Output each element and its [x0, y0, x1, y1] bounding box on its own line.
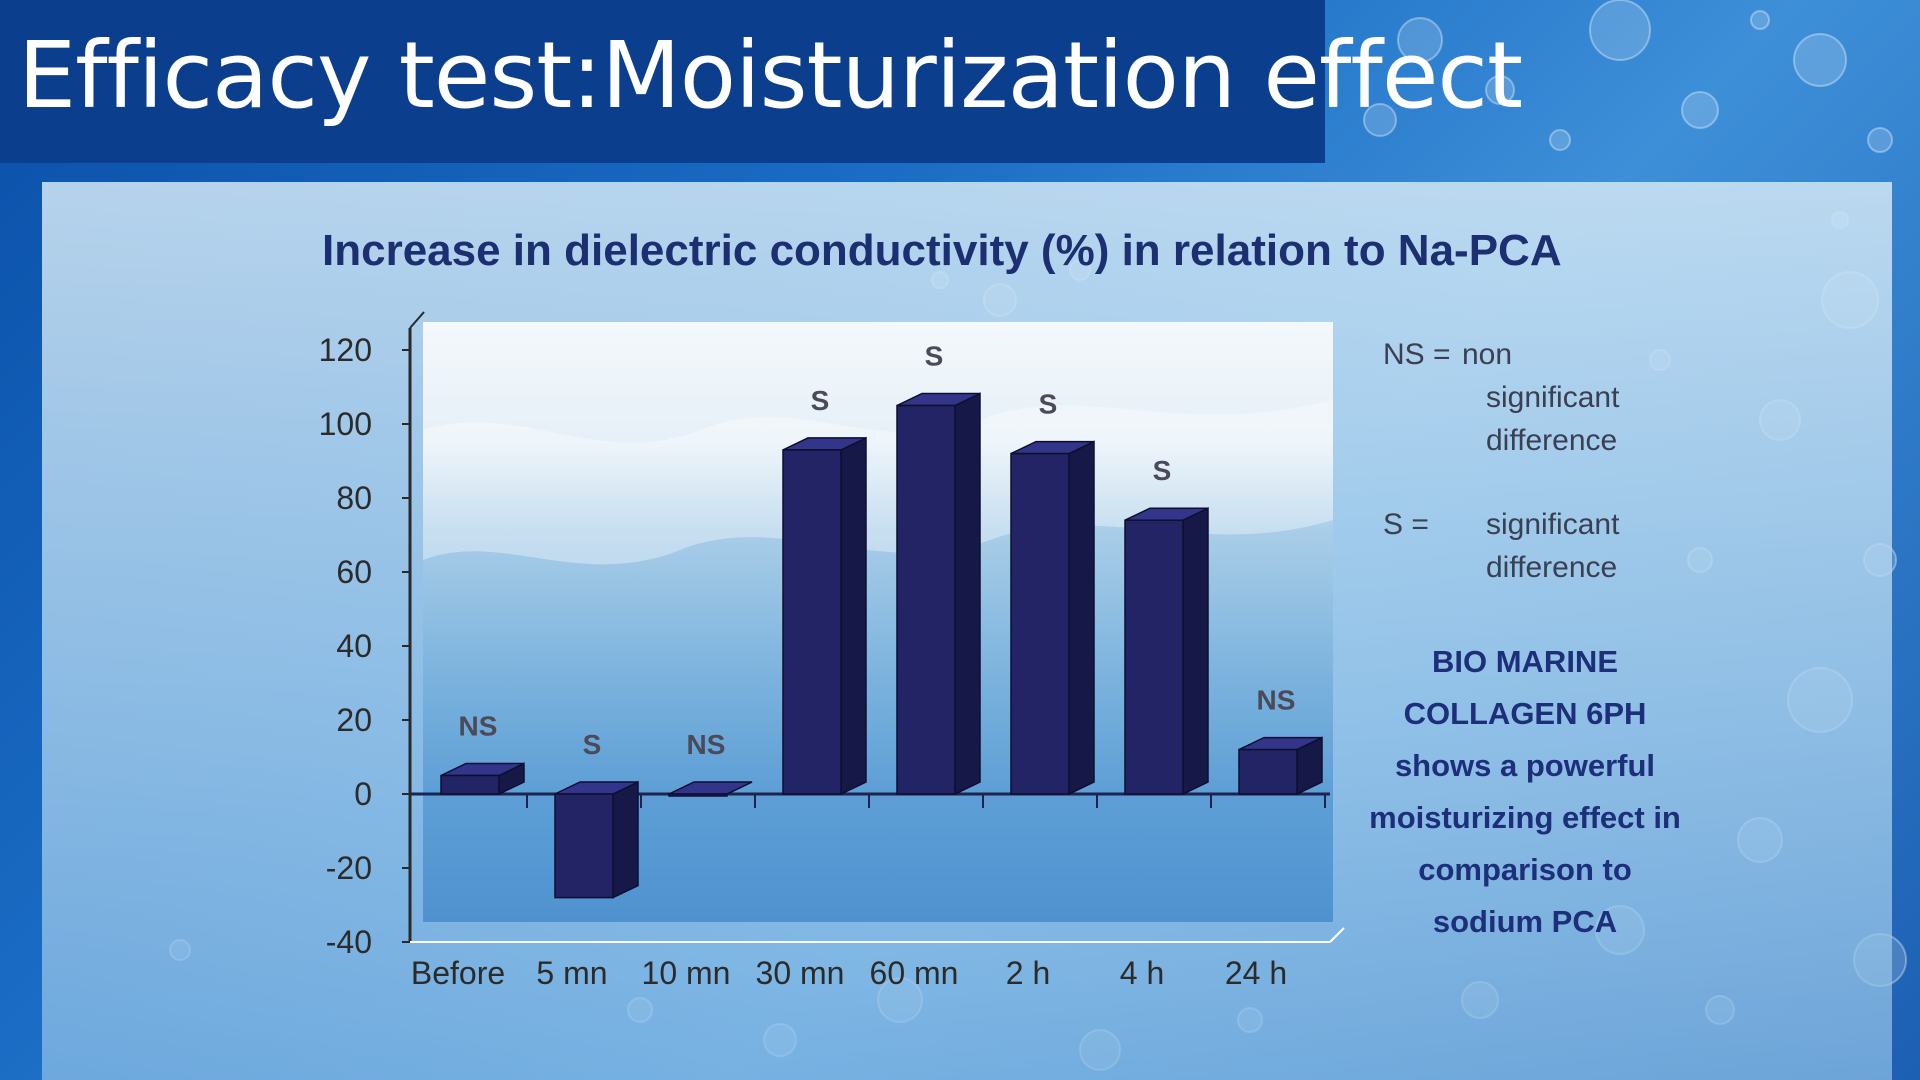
bar-front	[440, 774, 500, 795]
x-tick-label: 24 h	[1225, 955, 1287, 991]
bar-front	[1124, 519, 1184, 795]
bar	[1124, 507, 1209, 796]
bar	[782, 436, 867, 796]
callout-line: sodium PCA	[1432, 904, 1618, 939]
bars	[440, 392, 1326, 899]
y-tick-label: 100	[319, 406, 372, 442]
y-tick-label: 20	[336, 702, 372, 738]
legend-s-line1: significant	[1486, 508, 1620, 541]
bar-front	[1010, 452, 1070, 795]
x-tick-label: 2 h	[1006, 955, 1050, 991]
significance-label: S	[583, 729, 602, 760]
y-tick-label: -40	[326, 924, 372, 960]
bar	[896, 392, 981, 796]
bar-side	[1182, 507, 1209, 796]
x-tick-label: 4 h	[1120, 955, 1164, 991]
bar	[440, 762, 525, 796]
bar-front	[1238, 748, 1298, 795]
legend-ns-line2: significant	[1486, 381, 1620, 414]
bar	[668, 781, 753, 797]
plot-wave-decoration	[423, 400, 1333, 565]
bar-side	[612, 780, 639, 899]
bar-front	[554, 793, 614, 899]
bar-side	[1068, 440, 1095, 796]
bar-front	[782, 449, 842, 795]
bar	[1010, 440, 1095, 796]
bar-side	[840, 436, 867, 796]
legend-s-key: S =	[1383, 508, 1429, 541]
significance-label: S	[811, 385, 830, 416]
y-tick-label: 0	[354, 776, 372, 812]
callout-line: moisturizing effect in	[1369, 800, 1681, 835]
significance-label: S	[925, 341, 944, 372]
x-tick-label: 30 mn	[756, 955, 845, 991]
y-tick-label: 60	[336, 554, 372, 590]
significance-label: S	[1039, 389, 1058, 420]
floor-edge-depth	[1329, 927, 1345, 943]
slide-title: Efficacy test:Moisturization effect	[18, 22, 1523, 129]
legend-ns-line1: non	[1462, 338, 1513, 371]
x-tick-label: 5 mn	[536, 955, 607, 991]
x-tick-labels: Before 5 mn 10 mn 30 mn 60 mn 2 h 4 h 24 h	[411, 955, 1287, 991]
bar	[1238, 736, 1323, 796]
bar-front	[896, 404, 956, 795]
bar-side	[954, 392, 981, 796]
x-tick-label: Before	[411, 955, 505, 991]
callout-line: BIO MARINE	[1432, 644, 1618, 679]
bar	[554, 780, 639, 899]
callout-line: COLLAGEN 6PH	[1403, 696, 1647, 731]
callout-line: shows a powerful	[1394, 748, 1656, 783]
conclusion-callout: BIO MARINE COLLAGEN 6PH shows a powerful…	[1360, 636, 1690, 948]
significance-label: NS	[1257, 685, 1296, 716]
significance-label: NS	[687, 729, 726, 760]
title-bar: Efficacy test:Moisturization effect	[0, 0, 1523, 163]
y-tick-label: 120	[319, 332, 372, 368]
legend-s-line2: difference	[1486, 551, 1618, 584]
callout-line: comparison to	[1418, 852, 1632, 887]
bar-front	[668, 793, 728, 797]
y-axis-depth	[409, 311, 425, 329]
legend-ns-key: NS =	[1383, 338, 1451, 371]
significance-label: NS	[459, 711, 498, 742]
y-tick-label: 80	[336, 480, 372, 516]
y-tick-label: -20	[326, 850, 372, 886]
significance-labels: NS S NS S S S S NS	[459, 341, 1296, 761]
y-tick-labels: 120 100 80 60 40 20 0 -20 -40	[319, 332, 410, 960]
legend-ns-line3: difference	[1486, 424, 1618, 457]
chart-title: Increase in dielectric conductivity (%) …	[322, 226, 1562, 275]
x-tick-label: 60 mn	[870, 955, 959, 991]
x-tick-label: 10 mn	[642, 955, 731, 991]
significance-label: S	[1153, 455, 1172, 486]
y-tick-label: 40	[336, 628, 372, 664]
